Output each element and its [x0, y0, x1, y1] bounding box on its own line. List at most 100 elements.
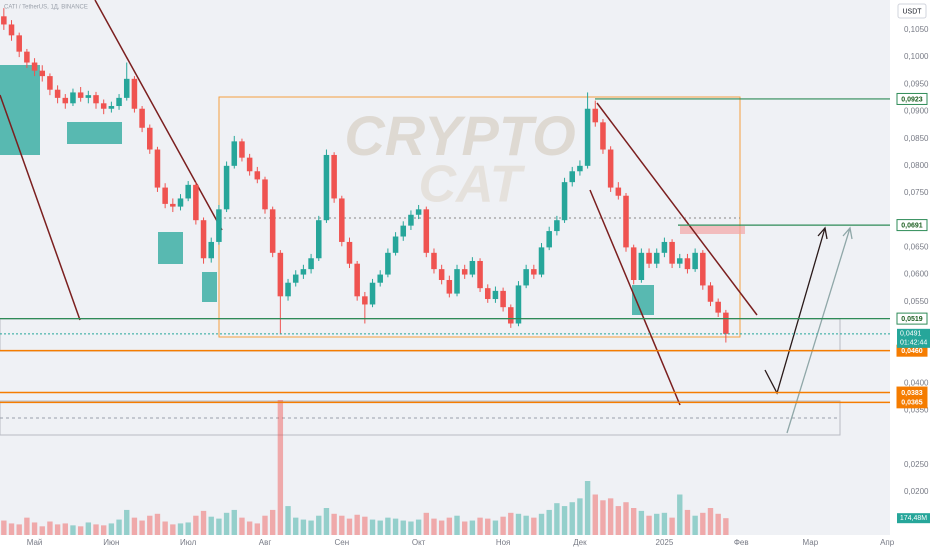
candle-body	[623, 195, 629, 248]
y-tick-label: 0,0750	[904, 188, 929, 197]
volume-bar	[269, 509, 276, 535]
volume-bar	[438, 520, 445, 535]
volume-bar	[285, 506, 291, 535]
volume-bar	[293, 517, 299, 535]
candle-body	[461, 269, 468, 275]
candle-body	[16, 35, 22, 52]
volume-bar	[231, 509, 237, 535]
volume-bar	[723, 518, 729, 535]
level-label-box	[896, 219, 928, 232]
volume-bar	[638, 510, 645, 535]
volume-bar	[492, 520, 499, 535]
volume-bar	[77, 526, 84, 535]
candle-body	[369, 282, 376, 305]
trend-line	[0, 94, 81, 321]
arrow-head	[842, 226, 853, 240]
candle-body	[193, 184, 199, 221]
volume-bar	[216, 518, 222, 535]
candle-body	[600, 122, 606, 150]
volume-bar	[523, 515, 529, 535]
currency-box	[897, 3, 927, 19]
volume-bar	[554, 503, 560, 535]
volume-bar	[431, 518, 437, 535]
last-price-box	[897, 328, 930, 348]
volume-bar	[8, 523, 15, 535]
volume-bar	[454, 515, 460, 535]
volume-bar	[277, 400, 284, 535]
candle-body	[147, 127, 153, 150]
candle-body	[677, 258, 683, 264]
volume-bar	[147, 515, 153, 535]
volume-bar	[615, 506, 622, 535]
y-tick-label: 0,1050	[904, 25, 929, 34]
candle-body	[185, 184, 191, 199]
candle-body	[31, 62, 38, 71]
volume-bar	[162, 521, 168, 535]
volume-bar	[515, 513, 522, 535]
volume-label: 174,48M	[900, 515, 927, 522]
candle-body	[646, 252, 652, 264]
level-label-box	[896, 312, 928, 325]
watermark: CRYPTO	[344, 104, 575, 167]
candle-body	[569, 171, 576, 183]
candle-body	[561, 182, 568, 221]
x-tick-label: Дек	[573, 538, 587, 547]
watermark: CAT	[418, 156, 525, 214]
volume-bar	[707, 508, 714, 535]
volume-bar	[223, 512, 230, 535]
candle-body	[438, 269, 445, 281]
candle-body	[216, 209, 222, 242]
volume-bar	[692, 515, 698, 535]
candle-body	[400, 225, 407, 237]
volume-bar	[546, 509, 552, 535]
candle-body	[323, 154, 330, 221]
countdown: 01:42:44	[900, 340, 927, 347]
candle-body	[262, 179, 268, 210]
candle-body	[615, 187, 622, 196]
y-tick-label: 0,0350	[904, 406, 929, 415]
candle-body	[339, 198, 345, 242]
candle-body	[131, 78, 138, 109]
candle-body	[515, 285, 522, 324]
candle-body	[630, 247, 637, 281]
y-tick-label: 0,0850	[904, 134, 929, 143]
candle-body	[154, 149, 161, 188]
candle-body	[292, 274, 299, 283]
volume-bar	[623, 502, 629, 535]
volume-bar	[715, 513, 721, 535]
currency: USDT	[902, 8, 922, 15]
level-label-box	[896, 396, 928, 409]
volume-bar	[630, 508, 637, 535]
x-tick-label: Апр	[880, 538, 895, 547]
volume-bar	[607, 498, 614, 535]
volume-bar	[569, 502, 575, 535]
series	[0, 8, 890, 535]
volume-bar	[1, 520, 7, 535]
volume-bar	[239, 517, 245, 535]
x-tick-label: Мар	[803, 538, 819, 547]
x-tick-label: Июл	[180, 538, 197, 547]
level-label: 0,0691	[901, 222, 923, 229]
volume-bar	[16, 524, 22, 535]
y-tick-label: 0,0400	[904, 378, 929, 387]
volume-bar	[392, 518, 399, 535]
x-tick-label: Май	[27, 538, 43, 547]
volume-bar	[469, 520, 476, 535]
candle-body	[354, 263, 360, 297]
x-tick-label: Ноя	[496, 538, 511, 547]
candle-body	[538, 247, 545, 275]
candle-body	[277, 252, 284, 297]
candle-body	[408, 214, 414, 226]
candle-body	[692, 252, 698, 270]
volume-bar	[39, 526, 45, 535]
volume-bar	[101, 525, 107, 535]
candle-body	[254, 171, 261, 180]
candle-body	[177, 198, 184, 207]
candle-body	[139, 108, 145, 128]
volume-bar	[200, 510, 207, 535]
candle-body	[531, 269, 537, 275]
supply-zone	[680, 226, 745, 234]
candle-body	[300, 269, 307, 275]
order-block	[0, 65, 40, 155]
